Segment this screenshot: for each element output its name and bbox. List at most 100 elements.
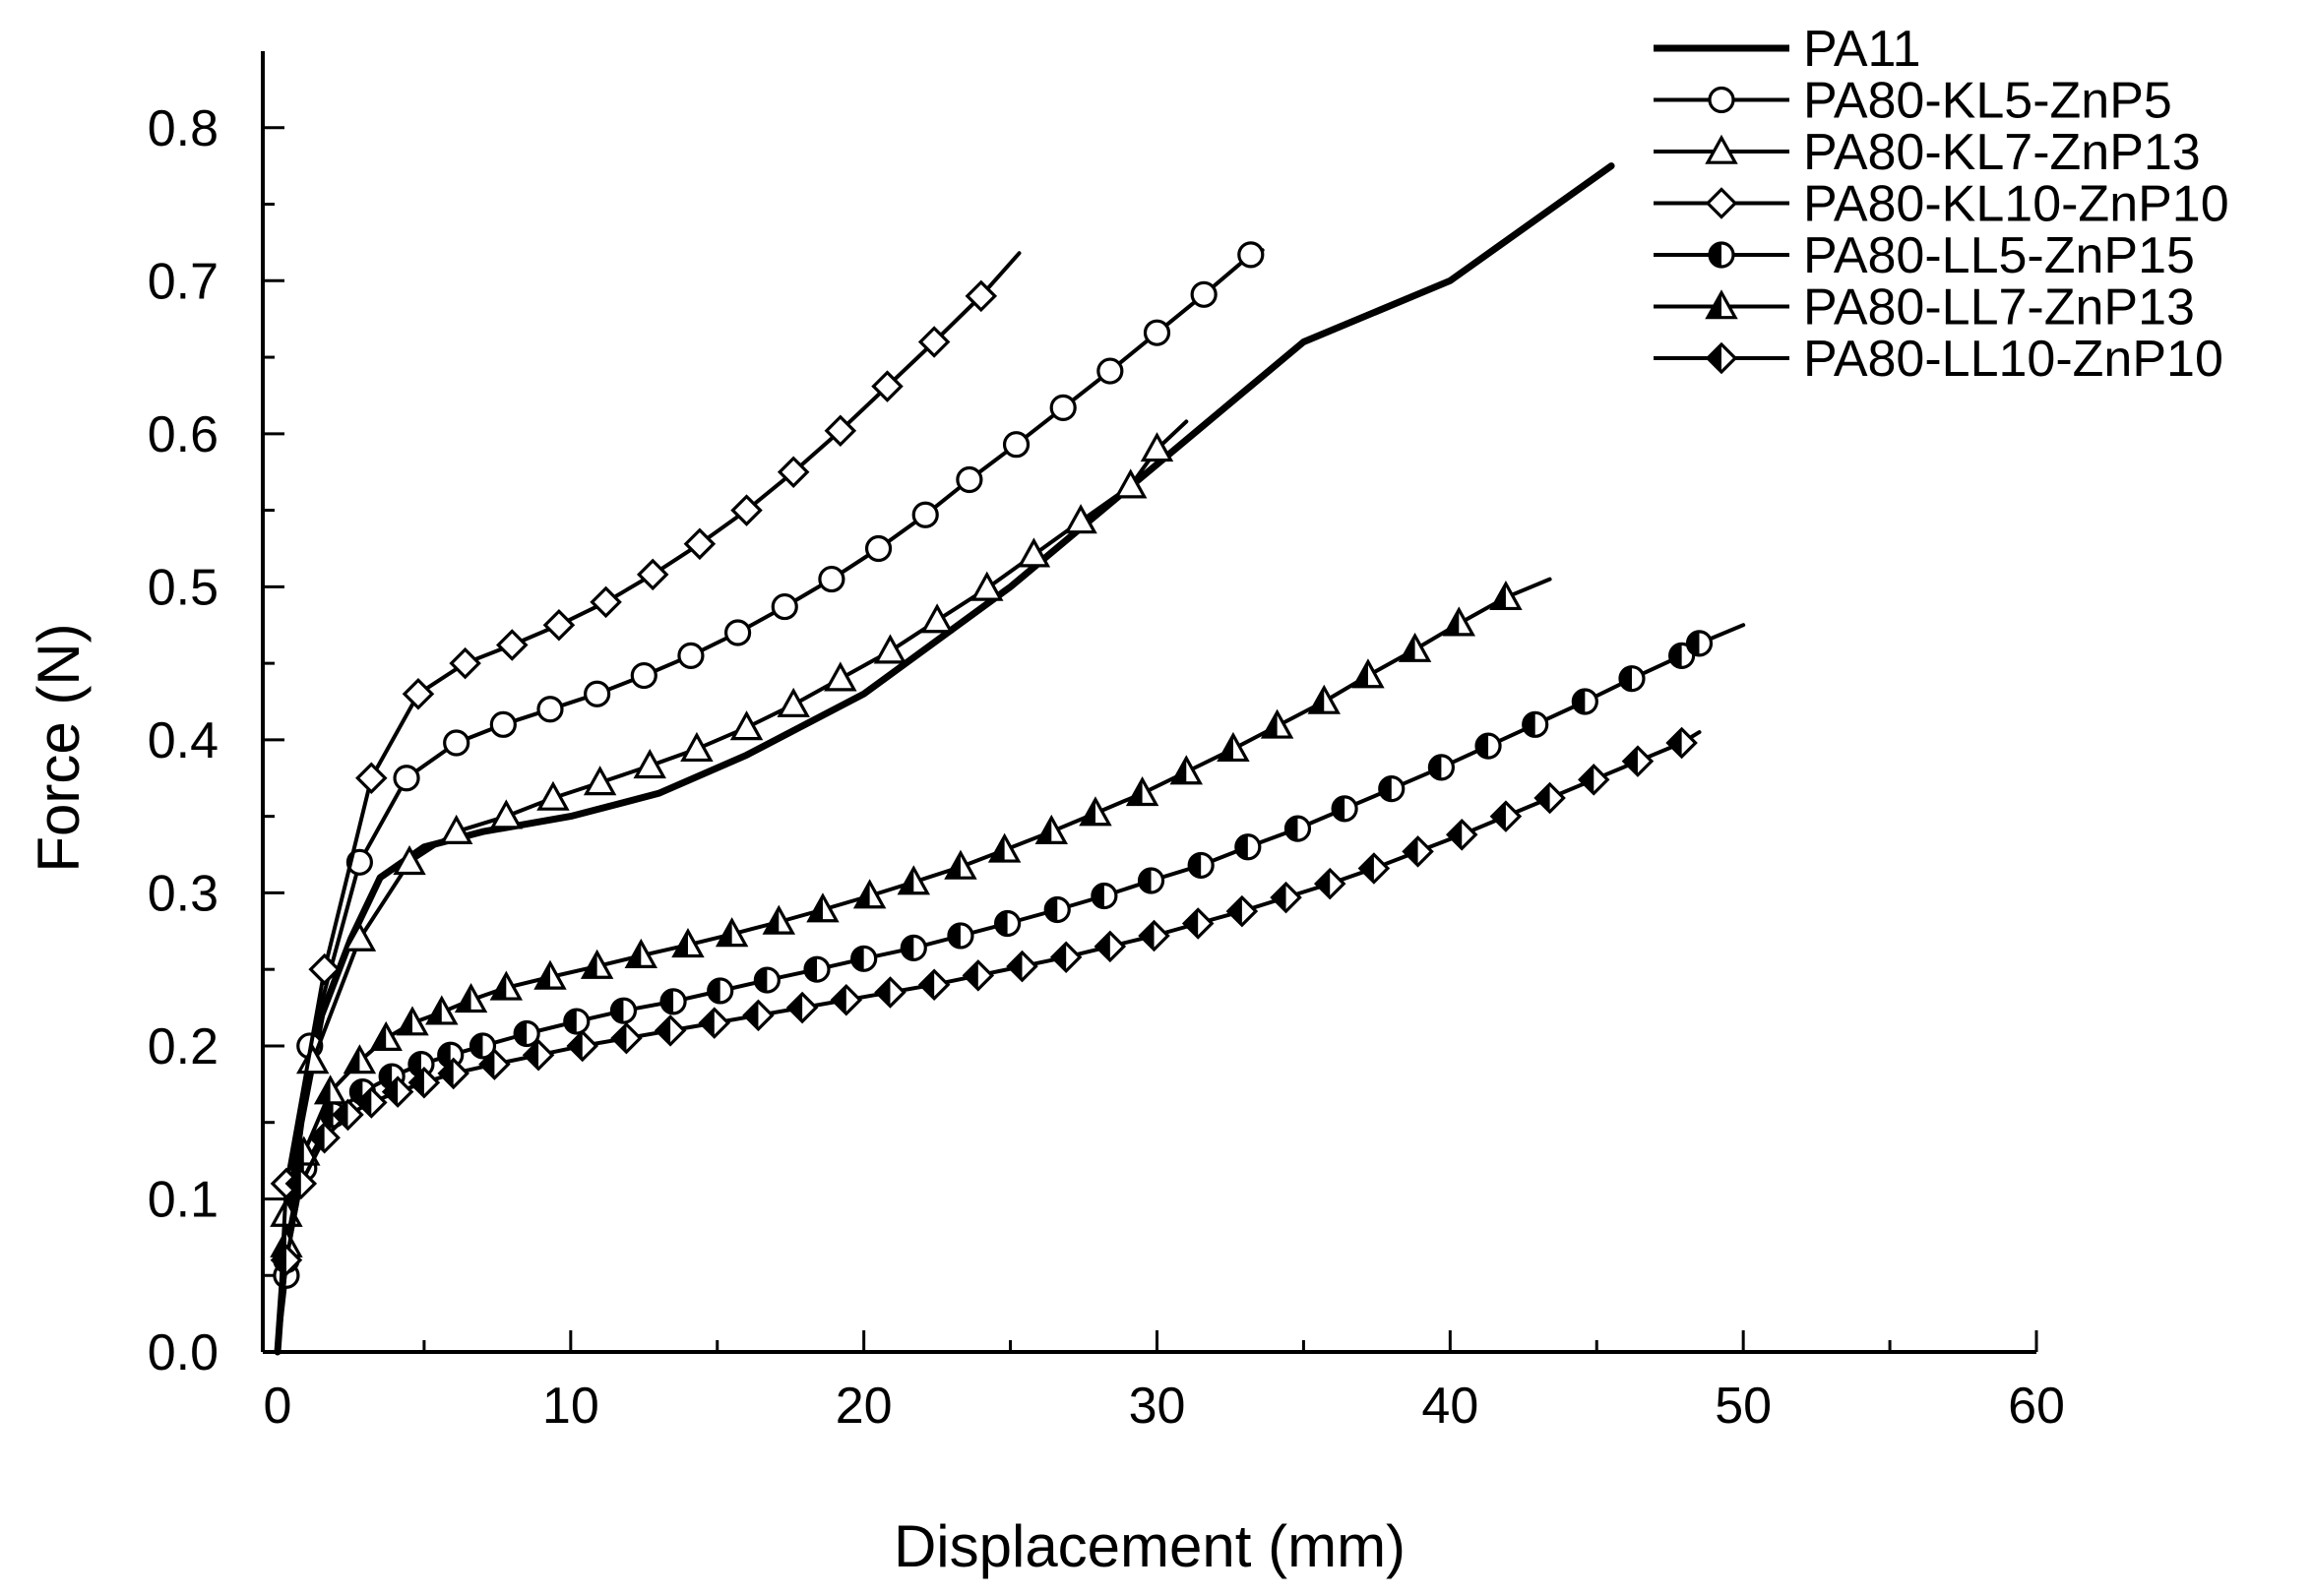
data-point: [425, 995, 459, 1025]
data-point: [566, 1029, 599, 1063]
data-point: [850, 945, 878, 972]
y-tick-label: 0.4: [148, 712, 219, 769]
legend-item: PA80-LL10-ZnP10: [1654, 331, 2223, 388]
data-point: [1113, 468, 1148, 499]
x-tick-label: 60: [2008, 1378, 2065, 1435]
y-tick-label: 0.7: [148, 253, 219, 310]
data-point: [393, 765, 420, 792]
data-point: [1705, 341, 1738, 375]
data-point: [683, 527, 717, 561]
legend-item: PA80-LL7-ZnP13: [1654, 279, 2195, 337]
series-line: [276, 248, 1265, 1354]
data-point: [522, 1039, 555, 1072]
plot-area: [270, 162, 1746, 1356]
data-point: [987, 832, 1022, 863]
data-point: [437, 1057, 469, 1090]
data-point: [730, 494, 763, 526]
data-point: [965, 279, 998, 313]
data-point: [762, 904, 796, 935]
data-point: [654, 1014, 687, 1047]
data-point: [830, 984, 863, 1016]
data-point: [489, 799, 524, 829]
data-point: [584, 680, 611, 707]
data-point: [771, 592, 798, 621]
data-point: [636, 558, 669, 591]
y-tick-label: 0.8: [148, 100, 219, 157]
data-point: [402, 677, 435, 710]
data-point: [1621, 745, 1655, 777]
data-point: [994, 909, 1022, 938]
data-point: [369, 1020, 403, 1051]
series-PA80-LL7-ZnP13: [270, 577, 1552, 1354]
data-point: [536, 696, 564, 723]
y-tick-label: 0.3: [148, 865, 219, 922]
data-point: [1006, 950, 1038, 983]
x-tick-label: 30: [1129, 1378, 1186, 1435]
series-line: [276, 577, 1552, 1354]
data-point: [677, 642, 705, 669]
data-point: [715, 917, 749, 948]
data-point: [1237, 241, 1265, 269]
x-axis-title: Displacement (mm): [894, 1513, 1406, 1579]
data-point: [1331, 795, 1358, 823]
data-point: [1402, 835, 1434, 868]
series-PA80-LL5-ZnP15: [273, 623, 1746, 1354]
legend-item: PA80-LL5-ZnP15: [1654, 227, 2195, 284]
data-point: [1427, 754, 1455, 781]
data-point: [723, 619, 752, 646]
data-point: [1708, 241, 1735, 269]
series-PA80-KL7-ZnP13: [270, 419, 1189, 1354]
data-point: [917, 968, 951, 1001]
data-point: [920, 603, 954, 634]
series-PA80-LL10-ZnP10: [270, 726, 1702, 1354]
legend-label: PA80-KL10-ZnP10: [1803, 176, 2229, 233]
data-point: [1137, 867, 1165, 894]
data-point: [439, 814, 473, 845]
data-point: [1705, 187, 1738, 219]
data-point: [583, 766, 617, 796]
legend-item: PA80-KL5-ZnP5: [1654, 73, 2172, 130]
data-point: [1705, 134, 1738, 164]
data-point: [590, 585, 622, 619]
data-point: [396, 1006, 429, 1036]
data-point: [698, 1007, 731, 1039]
data-point: [1225, 894, 1259, 928]
data-point: [777, 687, 810, 717]
legend-label: PA80-LL10-ZnP10: [1803, 331, 2223, 388]
data-point: [1618, 665, 1646, 693]
axes: 0 10 20 30 40 50 60 0.00.10.20.30.40.50.60.70.…: [26, 51, 2065, 1579]
y-axis-title: Force (N): [26, 623, 92, 872]
data-point: [1064, 504, 1097, 534]
data-point: [478, 1048, 511, 1080]
data-point: [871, 370, 904, 402]
data-point: [270, 1244, 303, 1276]
data-point: [1307, 684, 1341, 714]
data-point: [355, 762, 388, 795]
data-point: [1665, 726, 1698, 760]
data-point: [1017, 537, 1051, 568]
data-point: [1474, 732, 1502, 760]
data-point: [308, 1121, 341, 1154]
data-point: [1096, 357, 1124, 385]
data-point: [489, 710, 517, 738]
data-point: [610, 1021, 643, 1055]
data-point: [777, 456, 810, 488]
data-point: [1002, 431, 1031, 459]
data-point: [1705, 289, 1738, 320]
data-point: [1708, 86, 1735, 114]
data-point: [1398, 632, 1432, 662]
legend-label: PA80-LL7-ZnP13: [1803, 279, 2195, 337]
data-point: [489, 970, 524, 1001]
y-tick-label: 0.2: [148, 1018, 219, 1075]
data-point: [1181, 907, 1215, 940]
x-tick-label: 10: [542, 1378, 599, 1435]
data-point: [874, 976, 906, 1009]
data-point: [970, 571, 1004, 601]
data-point: [1138, 919, 1170, 952]
data-point: [580, 949, 614, 979]
data-point: [343, 1044, 377, 1074]
data-point: [287, 1136, 321, 1166]
data-point: [917, 326, 951, 358]
legend-label: PA80-KL7-ZnP13: [1803, 124, 2201, 181]
